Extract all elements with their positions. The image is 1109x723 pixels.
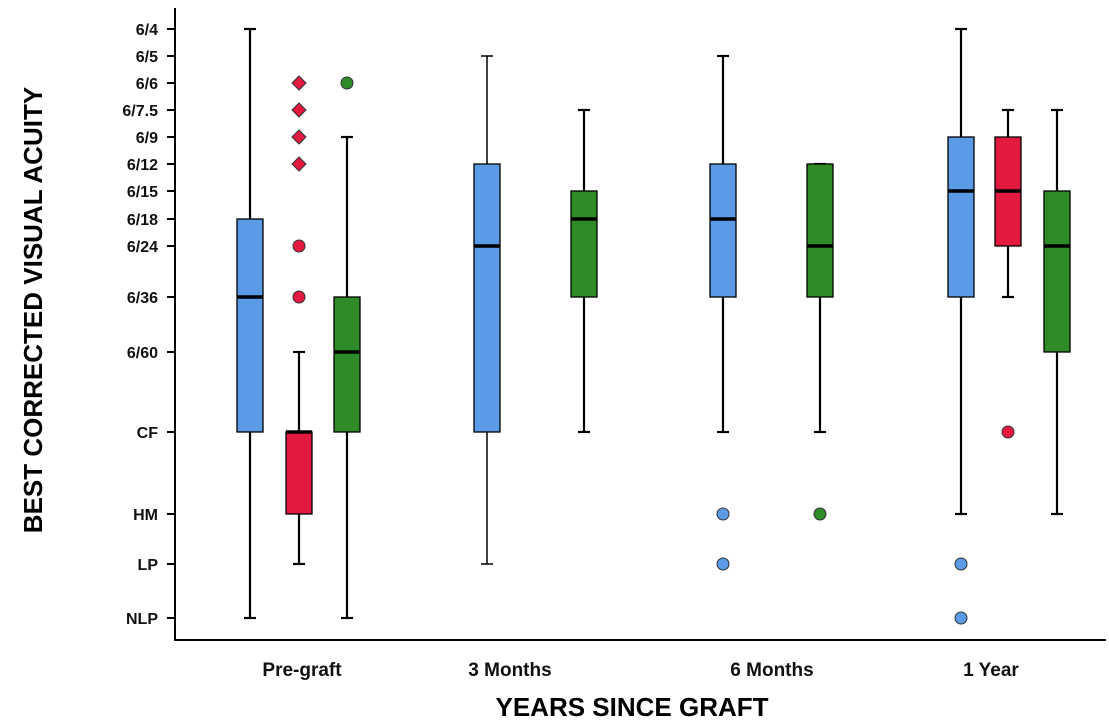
outlier-circle: [716, 507, 730, 521]
outlier-circle: [954, 557, 968, 571]
box-blue-6-months: [709, 54, 737, 571]
box-blue-1-year: [947, 27, 975, 625]
y-tick-label: 6/15: [127, 184, 158, 201]
outlier-circle: [292, 290, 306, 304]
x-category-label: 1 Year: [963, 660, 1019, 681]
x-category-label: Pre-graft: [262, 660, 342, 681]
outlier-circle: [954, 611, 968, 625]
x-axis-title: YEARS SINCE GRAFT: [495, 692, 768, 722]
y-tick-label: 6/18: [127, 212, 158, 229]
y-tick-label: 6/36: [127, 290, 158, 307]
y-axis-title: BEST CORRECTED VISUAL ACUITY: [18, 87, 48, 533]
y-tick-label: 6/6: [136, 76, 158, 93]
box-red-1-year: [994, 108, 1022, 439]
y-tick-label: 6/24: [127, 239, 158, 256]
outlier-diamond: [291, 102, 307, 118]
y-tick-label: 6/4: [136, 22, 158, 39]
outlier-circle: [813, 507, 827, 521]
y-ticks: NLP LP HM CF 6/60 6/36 6/24 6/18 6/15 6/12 6/9 6/7.…: [122, 22, 175, 628]
box-iqr: [333, 296, 361, 433]
outlier-diamond: [291, 75, 307, 91]
box-green-1-year: [1043, 108, 1071, 516]
outlier-circle: [340, 76, 354, 90]
box-green-pre-graft: [333, 76, 361, 620]
y-tick-label: CF: [137, 425, 159, 442]
y-tick-label: 6/7.5: [122, 103, 158, 120]
outlier-circle: [1001, 425, 1015, 439]
y-tick-label: NLP: [126, 611, 158, 628]
box-iqr: [1043, 190, 1071, 353]
box-blue-pre-graft: [236, 27, 264, 620]
box-green-3-months: [570, 108, 598, 434]
box-iqr: [709, 163, 737, 298]
box-green-6-months: [806, 162, 834, 521]
box-iqr: [473, 163, 501, 433]
y-tick-label: LP: [138, 557, 159, 574]
box-iqr: [285, 431, 313, 515]
x-category-label: 6 Months: [730, 660, 813, 681]
y-tick-label: 6/12: [127, 157, 158, 174]
box-iqr: [570, 190, 598, 298]
y-tick-label: 6/60: [127, 345, 158, 362]
y-tick-label: HM: [133, 507, 158, 524]
box-iqr: [947, 136, 975, 298]
outlier-circle: [716, 557, 730, 571]
outlier-diamond: [291, 129, 307, 145]
x-category-label: 3 Months: [468, 660, 551, 681]
axes: [174, 8, 1106, 641]
box-series: [236, 27, 1071, 625]
box-red-pre-graft: [285, 75, 313, 566]
y-tick-label: 6/9: [136, 130, 158, 147]
y-tick-label: 6/5: [136, 49, 158, 66]
box-iqr: [806, 163, 834, 298]
x-category-labels: Pre-graft 3 Months 6 Months 1 Year: [262, 660, 1019, 681]
box-blue-3-months: [473, 55, 501, 565]
box-iqr: [236, 218, 264, 433]
outlier-diamond: [291, 156, 307, 172]
outlier-circle: [292, 239, 306, 253]
